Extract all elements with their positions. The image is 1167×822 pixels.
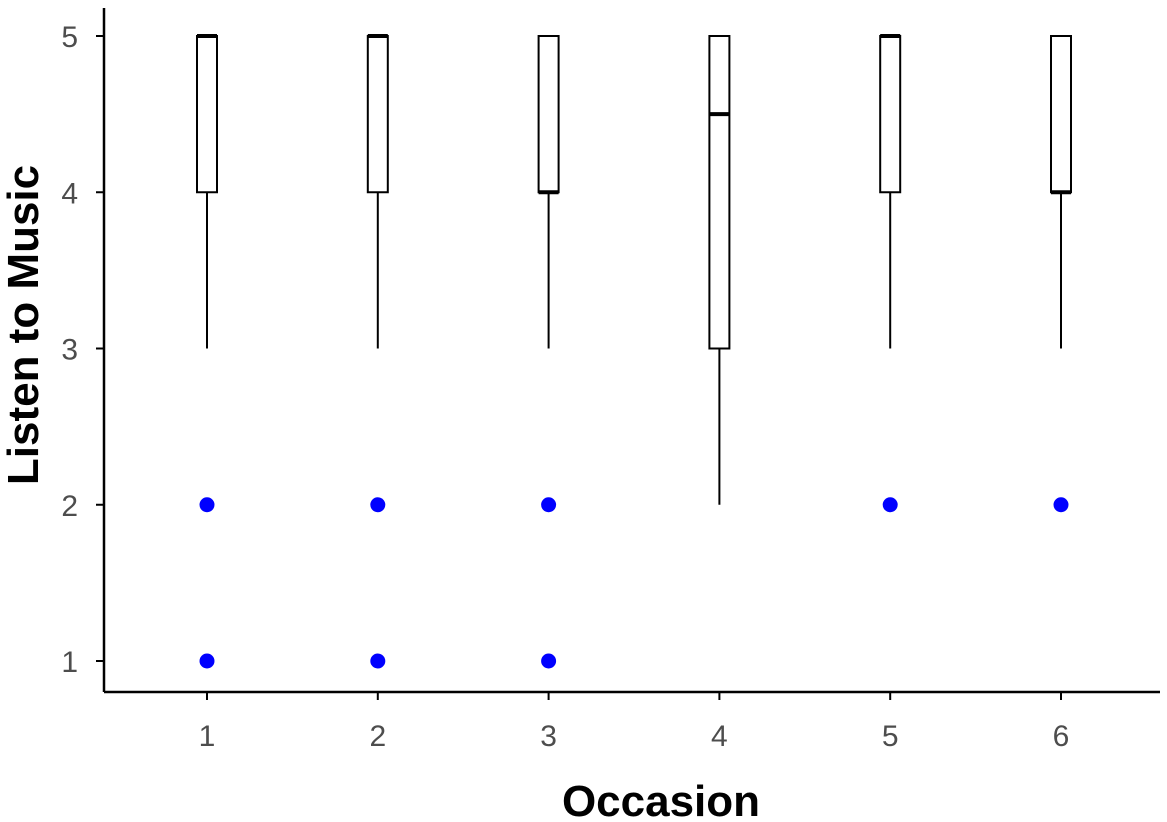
y-tick-label: 2: [61, 490, 78, 523]
box-4: [708, 35, 731, 505]
outlier-point: [882, 497, 898, 513]
box-rect: [366, 35, 389, 194]
outliers-layer: [199, 497, 1069, 669]
box-rect: [1050, 35, 1072, 194]
box-5: [879, 34, 902, 349]
x-tick-label: 1: [199, 720, 216, 753]
x-tick-label: 3: [540, 720, 557, 753]
x-tick-label: 4: [711, 720, 728, 753]
box-6: [1050, 35, 1072, 349]
x-tick-label: 5: [882, 720, 899, 753]
outlier-point: [199, 653, 215, 669]
outlier-point: [199, 497, 215, 513]
box-3: [537, 35, 560, 349]
axes: [102, 8, 1160, 694]
y-tick-label: 5: [61, 21, 78, 54]
x-tick-label: 2: [369, 720, 386, 753]
box-1: [196, 34, 218, 349]
outlier-point: [370, 497, 386, 513]
outlier-point: [370, 653, 386, 669]
ticks-layer: 1 2 3 4 5 1 2 3 4 5 6: [61, 21, 1069, 753]
outlier-point: [541, 653, 557, 669]
box-rect: [879, 35, 902, 194]
y-tick-label: 1: [61, 646, 78, 679]
box-2: [366, 34, 389, 349]
y-tick-label: 3: [61, 334, 78, 367]
box-rect: [196, 35, 218, 194]
x-axis-title: Occasion: [562, 777, 760, 822]
boxes-layer: [196, 34, 1072, 505]
outlier-point: [541, 497, 557, 513]
y-axis-title: Listen to Music: [0, 165, 48, 485]
y-tick-label: 4: [61, 177, 78, 210]
box-rect: [537, 35, 560, 194]
outlier-point: [1053, 497, 1069, 513]
box-rect: [708, 35, 731, 350]
x-tick-label: 6: [1053, 720, 1070, 753]
